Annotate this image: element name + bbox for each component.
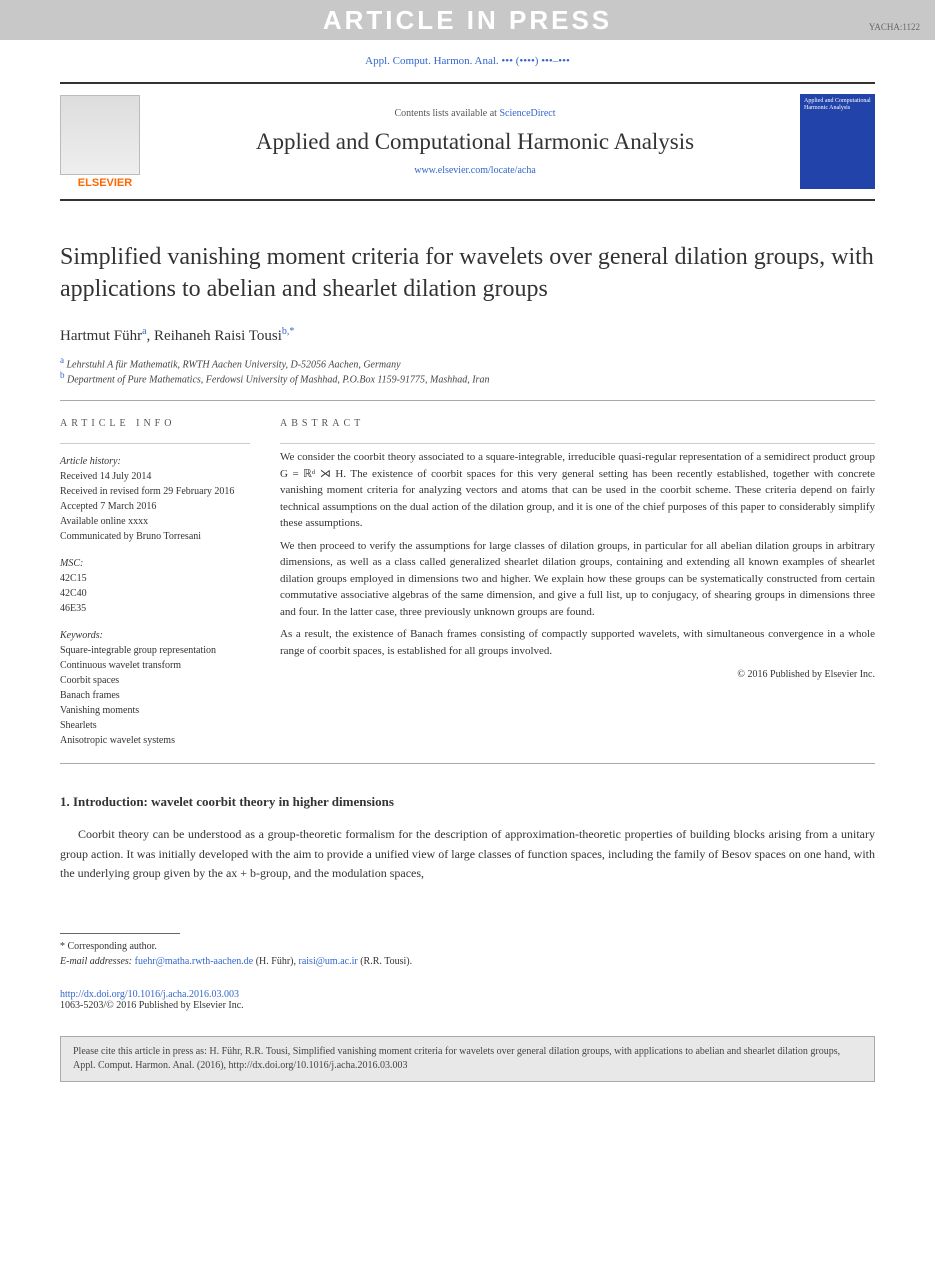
doi-link[interactable]: http://dx.doi.org/10.1016/j.acha.2016.03… bbox=[60, 989, 239, 1000]
banner-code: YACHA:1122 bbox=[869, 22, 920, 32]
journal-url[interactable]: www.elsevier.com/locate/acha bbox=[165, 165, 785, 176]
section-heading: 1. Introduction: wavelet coorbit theory … bbox=[0, 764, 935, 825]
doi-area: http://dx.doi.org/10.1016/j.acha.2016.03… bbox=[0, 984, 935, 1026]
affiliation: a Lehrstuhl A für Mathematik, RWTH Aache… bbox=[60, 355, 875, 370]
history-item: Received in revised form 29 February 201… bbox=[60, 484, 250, 499]
contents-available: Contents lists available at ScienceDirec… bbox=[165, 108, 785, 119]
publisher-logo-area: ELSEVIER bbox=[60, 95, 150, 189]
keywords-label: Keywords: bbox=[60, 628, 250, 643]
abstract-heading: abstract bbox=[280, 416, 875, 431]
email-link[interactable]: fuehr@matha.rwth-aachen.de bbox=[135, 956, 254, 967]
email-who: (H. Führ) bbox=[256, 956, 294, 967]
affiliations: a Lehrstuhl A für Mathematik, RWTH Aache… bbox=[0, 355, 935, 401]
email-link[interactable]: raisi@um.ac.ir bbox=[299, 956, 358, 967]
abstract-column: abstract We consider the coorbit theory … bbox=[280, 416, 875, 748]
abstract-para: We then proceed to verify the assumption… bbox=[280, 538, 875, 621]
author-list: Hartmut Führa, Reihaneh Raisi Tousib,* bbox=[0, 326, 935, 355]
author-sep: , bbox=[147, 328, 155, 344]
history-label: Article history: bbox=[60, 454, 250, 469]
keyword: Square-integrable group representation bbox=[60, 643, 250, 658]
history-item: Accepted 7 March 2016 bbox=[60, 499, 250, 514]
keyword: Coorbit spaces bbox=[60, 673, 250, 688]
email-who: (R.R. Tousi) bbox=[360, 956, 409, 967]
header-center: Contents lists available at ScienceDirec… bbox=[165, 108, 785, 176]
aff-marker: a bbox=[60, 355, 64, 365]
abstract-para: We consider the coorbit theory associate… bbox=[280, 449, 875, 532]
email-label: E-mail addresses: bbox=[60, 956, 135, 967]
article-title: Simplified vanishing moment criteria for… bbox=[0, 201, 935, 326]
author-name: Hartmut Führ bbox=[60, 328, 142, 344]
msc-code: 42C15 bbox=[60, 571, 250, 586]
banner-text: ARTICLE IN PRESS bbox=[323, 5, 612, 36]
affiliation: b Department of Pure Mathematics, Ferdow… bbox=[60, 370, 875, 385]
msc-code: 46E35 bbox=[60, 601, 250, 616]
info-heading: article info bbox=[60, 416, 250, 431]
info-divider bbox=[60, 443, 250, 444]
citation-box: Please cite this article in press as: H.… bbox=[60, 1036, 875, 1082]
history-item: Received 14 July 2014 bbox=[60, 469, 250, 484]
keyword: Continuous wavelet transform bbox=[60, 658, 250, 673]
citation-line: Appl. Comput. Harmon. Anal. ••• (••••) •… bbox=[0, 40, 935, 82]
abstract-copyright: © 2016 Published by Elsevier Inc. bbox=[280, 667, 875, 682]
author-marker: b,* bbox=[282, 326, 295, 337]
footnotes: * Corresponding author. E-mail addresses… bbox=[0, 939, 935, 984]
cover-text: Applied and Computational Harmonic Analy… bbox=[800, 94, 875, 116]
history-item: Available online xxxx bbox=[60, 514, 250, 529]
issn-copyright: 1063-5203/© 2016 Published by Elsevier I… bbox=[60, 1000, 875, 1011]
author-name: Reihaneh Raisi Tousi bbox=[154, 328, 282, 344]
keyword: Vanishing moments bbox=[60, 703, 250, 718]
journal-name: Applied and Computational Harmonic Analy… bbox=[165, 129, 785, 155]
elsevier-tree-icon bbox=[60, 95, 140, 175]
article-info-column: article info Article history: Received 1… bbox=[60, 416, 250, 748]
msc-code: 42C40 bbox=[60, 586, 250, 601]
body-paragraph: Coorbit theory can be understood as a gr… bbox=[0, 825, 935, 883]
aff-marker: b bbox=[60, 370, 65, 380]
email-line: E-mail addresses: fuehr@matha.rwth-aache… bbox=[60, 954, 875, 969]
abstract-para: As a result, the existence of Banach fra… bbox=[280, 626, 875, 659]
aff-text: Lehrstuhl A für Mathematik, RWTH Aachen … bbox=[67, 359, 401, 370]
journal-cover-thumbnail: Applied and Computational Harmonic Analy… bbox=[800, 94, 875, 189]
corresponding-note: * Corresponding author. bbox=[60, 939, 875, 954]
history-item: Communicated by Bruno Torresani bbox=[60, 529, 250, 544]
keyword: Shearlets bbox=[60, 718, 250, 733]
keyword: Anisotropic wavelet systems bbox=[60, 733, 250, 748]
publisher-name: ELSEVIER bbox=[60, 177, 150, 189]
aff-text: Department of Pure Mathematics, Ferdowsi… bbox=[67, 374, 489, 385]
keyword: Banach frames bbox=[60, 688, 250, 703]
journal-header: ELSEVIER Contents lists available at Sci… bbox=[0, 84, 935, 199]
press-banner: ARTICLE IN PRESS YACHA:1122 bbox=[0, 0, 935, 40]
abstract-divider bbox=[280, 443, 875, 444]
contents-prefix: Contents lists available at bbox=[394, 108, 499, 119]
info-abstract-row: article info Article history: Received 1… bbox=[0, 401, 935, 763]
sciencedirect-link[interactable]: ScienceDirect bbox=[499, 108, 555, 119]
footnote-rule bbox=[60, 933, 180, 934]
msc-label: MSC: bbox=[60, 556, 250, 571]
